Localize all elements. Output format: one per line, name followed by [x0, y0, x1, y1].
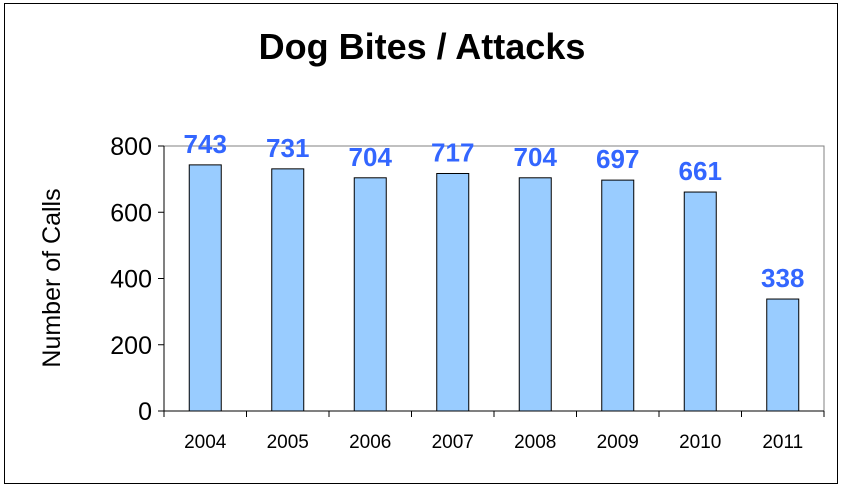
bar-2008 [518, 177, 552, 412]
data-label-2005: 731 [266, 133, 309, 163]
x-tick-label-2004: 2004 [184, 432, 227, 453]
data-label-2008: 704 [514, 142, 558, 172]
data-label-2007: 717 [431, 137, 474, 167]
x-tick-label-2011: 2011 [762, 432, 803, 453]
data-label-2006: 704 [349, 142, 393, 172]
y-axis: 0 200 400 600 800 [110, 133, 165, 426]
data-label-2004: 743 [184, 129, 227, 159]
x-axis: 2004 2005 2006 2007 2008 2009 2010 2011 [163, 410, 825, 453]
chart-title: Dog Bites / Attacks [258, 26, 586, 67]
x-tick-label-2009: 2009 [597, 432, 639, 453]
y-tick-label: 600 [110, 199, 152, 227]
data-labels: 743 731 704 717 704 697 661 338 [184, 129, 805, 293]
plot-area [163, 145, 825, 412]
x-tick-label-2008: 2008 [514, 432, 556, 453]
y-tick-label: 400 [110, 266, 152, 294]
x-tick-label-2006: 2006 [349, 432, 391, 453]
plot-border [163, 145, 825, 412]
bar-2007 [436, 172, 470, 412]
bar-2006 [353, 177, 387, 412]
data-label-2011: 338 [761, 263, 804, 293]
bar-2004 [188, 164, 222, 412]
x-tick-label-2007: 2007 [432, 432, 474, 453]
y-tick-label: 0 [138, 398, 152, 426]
data-label-2009: 697 [596, 144, 639, 174]
bar-2010 [683, 191, 717, 412]
bar-2009 [601, 179, 635, 412]
y-tick-label: 800 [110, 133, 152, 161]
y-tick-label: 200 [110, 332, 152, 360]
bar-2011 [766, 298, 800, 412]
data-label-2010: 661 [679, 156, 722, 186]
x-tick-label-2005: 2005 [267, 432, 309, 453]
bar-2005 [271, 168, 305, 412]
y-axis-title: Number of Calls [38, 188, 66, 367]
x-tick-label-2010: 2010 [679, 432, 721, 453]
bars [188, 164, 800, 412]
